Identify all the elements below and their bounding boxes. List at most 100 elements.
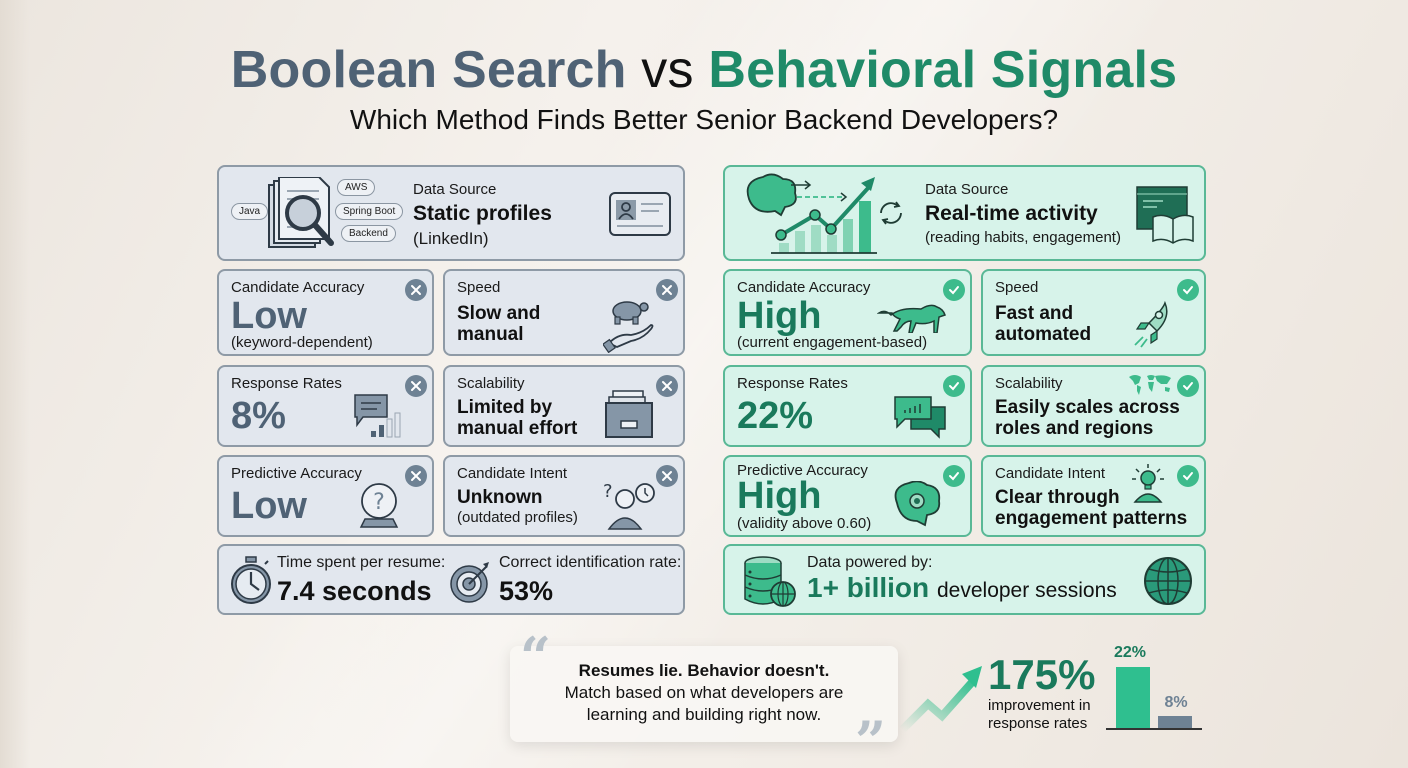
- title-behavioral: Behavioral Signals: [708, 41, 1178, 99]
- scalability-label: Scalability: [995, 375, 1063, 392]
- quote-line-3: learning and building right now.: [586, 705, 822, 724]
- identification-rate-value: 53%: [499, 576, 554, 606]
- check-badge-icon: [1177, 465, 1199, 487]
- page-subtitle: Which Method Finds Better Senior Backend…: [349, 104, 1059, 135]
- data-source-detail: (LinkedIn): [413, 229, 489, 248]
- candidate-accuracy-label: Candidate Accuracy: [231, 279, 365, 296]
- svg-text:?: ?: [373, 490, 385, 515]
- candidate-accuracy-label: Candidate Accuracy: [737, 279, 871, 296]
- document-search-icon: [268, 177, 334, 248]
- response-rates-value: 22%: [737, 395, 814, 437]
- refresh-sync-icon: [880, 201, 902, 225]
- page-title: Boolean Search vs Behavioral Signals: [0, 40, 1408, 100]
- data-powered-label: Data powered by:: [807, 554, 933, 571]
- behavioral-footer-card: Data powered by: 1+ billion developer se…: [723, 544, 1206, 615]
- data-powered-value-rest: developer sessions: [937, 579, 1117, 602]
- bar-label-behavioral: 22%: [1113, 644, 1147, 661]
- candidate-intent-value-line2: engagement patterns: [995, 508, 1188, 529]
- data-source-detail: (reading habits, engagement): [925, 229, 1121, 246]
- improvement-label-line1: improvement in: [988, 697, 1091, 714]
- file-drawer-icon: [605, 390, 653, 438]
- title-boolean: Boolean Search: [230, 41, 627, 99]
- speed-label: Speed: [457, 279, 501, 296]
- brain-gear-icon: [894, 481, 941, 527]
- speed-value-line2: automated: [995, 324, 1092, 345]
- x-badge-icon: [656, 279, 678, 301]
- behavioral-candidate-accuracy-card: Candidate Accuracy High (current engagem…: [723, 269, 972, 356]
- bar-boolean: [1158, 716, 1192, 729]
- boolean-response-rates-card: Response Rates 8%: [217, 365, 434, 447]
- response-rates-label: Response Rates: [231, 375, 342, 392]
- time-per-resume-label: Time spent per resume:: [277, 554, 446, 571]
- candidate-accuracy-detail: (current engagement-based): [737, 334, 928, 351]
- data-source-label: Data Source: [925, 181, 1009, 198]
- turtle-hand-icon: [603, 301, 654, 353]
- svg-text:?: ?: [603, 481, 613, 502]
- boolean-data-source-card: AWS Java Spring Boot Backend Data Source…: [217, 165, 685, 261]
- predictive-accuracy-value: Low: [231, 485, 307, 527]
- keyword-chip-aws: AWS: [337, 179, 376, 196]
- response-rates-value: 8%: [231, 395, 286, 437]
- boolean-candidate-accuracy-card: Candidate Accuracy Low (keyword-dependen…: [217, 269, 434, 356]
- identification-rate-label: Correct identification rate:: [499, 554, 682, 571]
- candidate-intent-value-line1: Clear through: [995, 487, 1120, 508]
- chat-signal-icon: [354, 394, 401, 438]
- scalability-label: Scalability: [457, 375, 525, 392]
- predictive-accuracy-value: High: [737, 475, 822, 517]
- person-question-clock-icon: ?: [603, 481, 655, 530]
- keyword-chip-java: Java: [231, 203, 269, 220]
- behavioral-candidate-intent-card: Candidate Intent Clear through engagemen…: [981, 455, 1206, 537]
- candidate-accuracy-detail: (keyword-dependent): [231, 334, 373, 351]
- open-quote-icon: “: [520, 625, 552, 689]
- predictive-accuracy-label: Predictive Accuracy: [231, 465, 362, 482]
- keyword-chip-backend: Backend: [341, 225, 396, 242]
- background-shade: [0, 0, 30, 768]
- boolean-scalability-card: Scalability Limited by manual effort: [443, 365, 685, 447]
- profile-card-icon: [609, 192, 671, 236]
- speed-value-line2: manual: [457, 324, 524, 345]
- stopwatch-icon: [231, 556, 271, 604]
- check-badge-icon: [943, 465, 965, 487]
- scalability-value-line1: Limited by: [457, 397, 553, 418]
- boolean-candidate-intent-card: Candidate Intent Unknown (outdated profi…: [443, 455, 685, 537]
- candidate-accuracy-value: High: [737, 295, 822, 337]
- improvement-value: 175%: [988, 651, 1096, 698]
- candidate-intent-detail: (outdated profiles): [457, 509, 578, 526]
- title-vs: vs: [641, 41, 694, 99]
- bar-behavioral: [1116, 667, 1150, 729]
- chart-baseline: [1106, 728, 1202, 730]
- chat-bubbles-chart-icon: [894, 396, 946, 439]
- target-arrow-icon: [450, 562, 489, 603]
- x-badge-icon: [405, 279, 427, 301]
- bar-label-boolean: 8%: [1164, 694, 1188, 711]
- check-badge-icon: [1177, 279, 1199, 301]
- improvement-label-line2: response rates: [988, 715, 1088, 732]
- scalability-value-line1: Easily scales across: [995, 397, 1180, 418]
- quote-line-2: Match based on what developers are: [564, 683, 844, 702]
- close-quote-icon: ”: [855, 709, 887, 768]
- boolean-footer-card: Time spent per resume: 7.4 seconds Corre…: [217, 544, 685, 615]
- database-globe-icon: [744, 556, 796, 607]
- data-source-value: Static profiles: [413, 202, 552, 225]
- boolean-predictive-accuracy-card: Predictive Accuracy Low ?: [217, 455, 434, 537]
- predictive-accuracy-detail: (validity above 0.60): [737, 515, 872, 532]
- scalability-value-line2: manual effort: [457, 418, 578, 439]
- data-source-label: Data Source: [413, 181, 497, 198]
- x-badge-icon: [656, 375, 678, 397]
- behavioral-speed-card: Speed Fast and automated: [981, 269, 1206, 356]
- keyword-chip-spring-boot: Spring Boot: [335, 203, 404, 220]
- scalability-value-line2: roles and regions: [995, 418, 1154, 439]
- boolean-speed-card: Speed Slow and manual: [443, 269, 685, 356]
- time-per-resume-value: 7.4 seconds: [277, 576, 432, 606]
- predictive-accuracy-label: Predictive Accuracy: [737, 462, 868, 479]
- check-badge-icon: [943, 279, 965, 301]
- x-badge-icon: [656, 465, 678, 487]
- candidate-accuracy-value: Low: [231, 295, 307, 337]
- globe-icon: [1144, 557, 1192, 605]
- speed-label: Speed: [995, 279, 1039, 296]
- data-source-value: Real-time activity: [925, 202, 1098, 225]
- check-badge-icon: [943, 375, 965, 397]
- response-rate-chart: 22% 8%: [1106, 640, 1202, 732]
- brain-growth-chart-icon: [746, 173, 877, 254]
- cheetah-icon: [877, 304, 946, 333]
